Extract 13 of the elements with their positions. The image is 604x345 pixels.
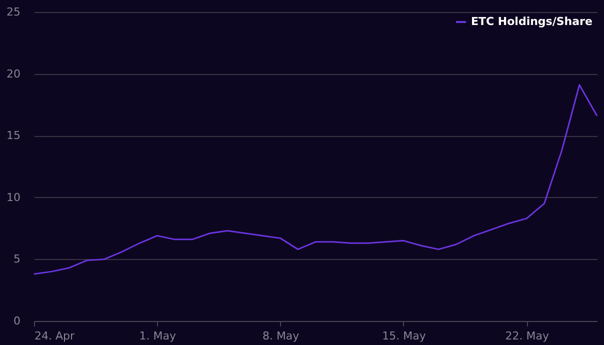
x-tick-label: 24. Apr bbox=[34, 330, 75, 342]
x-tick-label: 8. May bbox=[262, 330, 300, 342]
x-tick-label: 15. May bbox=[382, 330, 426, 342]
legend-label: ETC Holdings/Share bbox=[471, 15, 592, 28]
x-tick-label: 22. May bbox=[505, 330, 550, 342]
x-tick-label: 1. May bbox=[139, 330, 177, 342]
y-tick-label: 10 bbox=[6, 190, 20, 204]
line-series bbox=[33, 84, 598, 275]
y-tick-label: 20 bbox=[6, 67, 20, 80]
y-tick-label: 25 bbox=[6, 6, 20, 18]
y-tick-label: 0 bbox=[14, 314, 20, 328]
y-tick-label: 5 bbox=[14, 252, 20, 266]
y-tick-label: 15 bbox=[6, 129, 20, 142]
